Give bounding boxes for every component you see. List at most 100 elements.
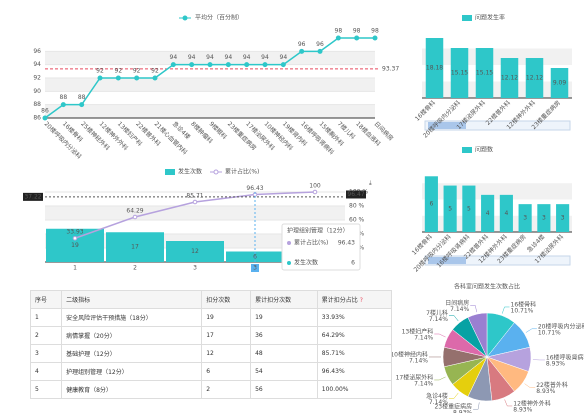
point	[207, 62, 213, 68]
grid-band	[422, 183, 572, 200]
data-table: 序号 二级指标 扣分次数 累计扣分次数 累计扣分占比 ? 1 安全风险评估干预措施（18分…	[29, 290, 393, 399]
point	[225, 62, 231, 68]
tooltip-symbol	[287, 261, 291, 265]
data-label: 9.09	[553, 80, 567, 87]
tooltip-value: 96.43	[338, 240, 355, 247]
zoom-handle[interactable]	[428, 122, 466, 129]
header-cell: 二级指标	[61, 290, 203, 309]
download-icon[interactable]: ⤓	[369, 180, 372, 187]
point	[60, 102, 66, 108]
leader-line	[524, 383, 536, 388]
slice-label: 20楼呼吸内分泌科	[538, 322, 584, 330]
x-tick-label: 1	[73, 265, 77, 272]
leader-line	[504, 399, 513, 407]
y-tick-label: 86	[33, 115, 41, 122]
tooltip-value: 6	[351, 260, 355, 267]
point	[335, 35, 341, 41]
tooltip	[281, 223, 361, 271]
header-cell: 序号	[29, 290, 63, 309]
grid-band	[422, 48, 572, 65]
table-cell: 5	[29, 380, 63, 399]
data-label: 94	[170, 54, 178, 61]
table-row: 4 护理组别管理（12分） 6 54 96.43%	[29, 362, 393, 381]
point	[72, 235, 78, 241]
pointer-badge	[23, 192, 43, 201]
legend-symbol	[213, 169, 219, 175]
table-cell: 健康教育（8分）	[61, 380, 203, 399]
legend-symbol	[462, 147, 472, 153]
data-label: 88	[78, 94, 86, 101]
bar	[450, 48, 469, 98]
grid-band	[45, 51, 375, 65]
data-label: 12	[191, 248, 199, 255]
bar	[525, 58, 544, 98]
zoom-slider[interactable]	[424, 120, 571, 131]
leader-line	[448, 392, 459, 399]
data-label: 94	[243, 54, 251, 61]
slice-label: 13楼妇产科	[402, 327, 434, 335]
legend-symbol	[462, 15, 472, 21]
point	[192, 199, 198, 205]
grid-band	[422, 215, 572, 232]
zoom-handle[interactable]	[428, 257, 466, 264]
slice-label: 10楼神经内科	[390, 350, 428, 358]
data-label: 64.29	[126, 207, 143, 214]
point	[42, 115, 48, 121]
data-label: 96.43	[246, 185, 263, 192]
data-label: 92	[115, 68, 123, 75]
data-label: 3	[561, 215, 565, 222]
table-cell: 6	[201, 362, 252, 381]
point	[354, 35, 360, 41]
slice-value: 10.71%	[538, 329, 561, 336]
bar	[462, 185, 476, 232]
point	[372, 35, 378, 41]
point	[262, 62, 268, 68]
table-cell: 2	[201, 380, 252, 399]
bar	[556, 204, 570, 232]
table-row: 5 健康教育（8分） 2 56 100.00%	[29, 380, 393, 399]
data-label: 86	[41, 108, 49, 115]
table-cell: 64.29%	[316, 326, 393, 345]
point	[152, 75, 158, 81]
leader-line	[525, 328, 537, 333]
slice-label: 22楼普外科	[536, 381, 568, 389]
grid-band	[45, 206, 345, 220]
data-label: 3	[523, 215, 527, 222]
header-cell: 扣分次数	[201, 290, 252, 309]
leader-line	[501, 306, 510, 314]
bar	[106, 232, 164, 262]
table-cell: 1	[29, 308, 63, 327]
data-label: 94	[188, 54, 196, 61]
point	[280, 62, 286, 68]
grid-band	[422, 81, 572, 98]
help-icon[interactable]: ?	[357, 297, 363, 304]
tooltip-name: 累计占比(%)	[294, 239, 328, 247]
point	[299, 48, 305, 54]
slice-value: 7.14%	[450, 306, 469, 313]
table-cell: 基础护理（12分）	[61, 344, 203, 363]
table-cell: 12	[201, 344, 252, 363]
grid-band	[45, 104, 375, 118]
x-tick-label: 2	[133, 265, 137, 272]
zoom-slider[interactable]	[424, 255, 571, 266]
table-cell: 安全风险评估干预措施（18分）	[61, 308, 203, 327]
leader-line	[434, 376, 446, 381]
tooltip-title: 护理组别管理（12分）	[287, 227, 349, 235]
table-body: 1 安全风险评估干预措施（18分） 19 19 33.93% 2 病情掌握（20分） 17 36…	[29, 308, 393, 399]
legend-label: 问题数	[475, 146, 493, 154]
table-cell: 96.43%	[316, 362, 393, 381]
grid-band	[45, 78, 375, 92]
slice-label: 16楼骨科	[511, 300, 537, 308]
leader-line	[448, 315, 459, 322]
data-label: 94	[225, 54, 233, 61]
bar	[46, 228, 104, 262]
slice-label: 16楼呼吸肾病科	[546, 353, 584, 361]
slice-value: 7.14%	[414, 334, 433, 341]
slice-value: 7.14%	[409, 357, 428, 364]
data-label: 17	[131, 244, 139, 251]
table-cell: 36	[250, 326, 318, 345]
bar	[425, 38, 444, 98]
data-label: 94	[261, 54, 269, 61]
